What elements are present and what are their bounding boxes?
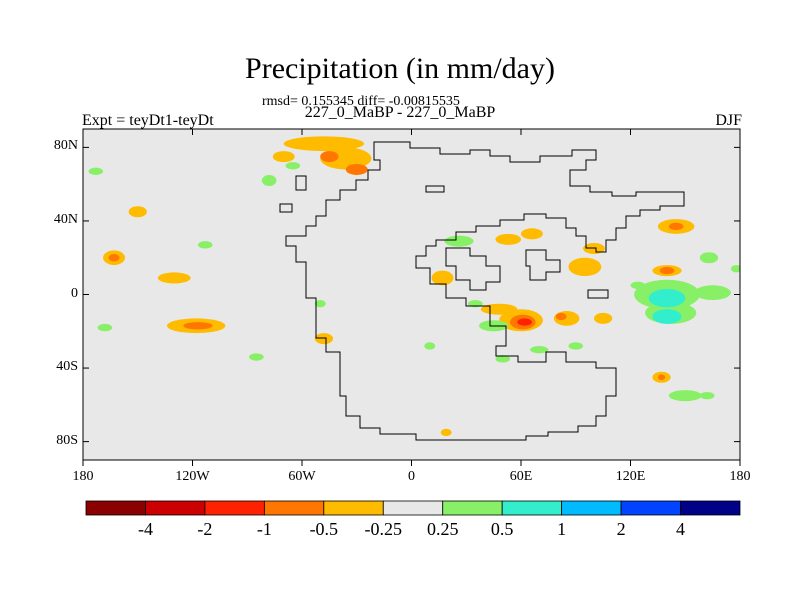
anomaly-region	[314, 333, 334, 345]
colorbar-label: -2	[197, 519, 213, 539]
coastlines	[279, 141, 685, 441]
anomaly-region	[495, 233, 521, 245]
x-tick-label: 180	[72, 469, 94, 484]
anomaly-region	[630, 281, 646, 289]
anomaly-region	[699, 252, 719, 264]
anomaly-region	[730, 265, 740, 273]
anomaly-region	[261, 174, 277, 187]
season-label: DJF	[715, 112, 742, 129]
anomaly-region	[530, 345, 549, 354]
anomaly-region	[97, 323, 113, 332]
anomaly-region	[517, 318, 532, 326]
anomaly-region	[440, 428, 452, 437]
anomaly-region	[699, 391, 715, 400]
anomaly-region	[249, 353, 264, 361]
x-axis-ticks	[82, 129, 741, 466]
colorbar-label: -0.25	[364, 519, 403, 539]
y-axis-ticks	[83, 146, 740, 443]
coastline-island-small	[279, 203, 293, 213]
colorbar-swatch	[382, 500, 444, 516]
coastline-inland-sea-2	[525, 249, 561, 281]
anomaly-region	[568, 257, 602, 277]
colorbar-label: -1	[256, 519, 272, 539]
anomaly-region	[128, 206, 147, 218]
subtitle-label: 227_0_MaBP - 227_0_MaBP	[304, 104, 496, 121]
coastline-northeast-fragment	[425, 185, 445, 193]
anomaly-region	[108, 254, 120, 262]
x-tick-label: 180	[729, 469, 751, 484]
anomaly-region	[320, 151, 339, 163]
y-tick-label: 40N	[53, 211, 78, 227]
colorbar-label: 4	[676, 519, 686, 539]
stats-label: rmsd= 0.155345 diff= -0.00815535	[262, 94, 460, 109]
coastline-small-island-east	[587, 289, 609, 299]
colorbar-swatch	[501, 500, 563, 516]
colorbar	[85, 500, 741, 516]
x-tick-label: 120E	[615, 469, 646, 484]
colorbar-label: 2	[616, 519, 626, 539]
x-tick-label: 0	[408, 469, 415, 484]
anomaly-region	[157, 272, 191, 284]
colorbar-swatch	[204, 500, 265, 516]
anomaly-region	[424, 342, 436, 350]
anomaly-region	[668, 390, 702, 402]
colorbar-swatch	[620, 500, 681, 516]
anomaly-region	[283, 136, 365, 152]
y-tick-label: 40S	[56, 359, 78, 375]
x-tick-label: 60W	[288, 469, 316, 484]
anomaly-region	[314, 300, 326, 308]
colorbar-label: 1	[557, 519, 567, 539]
colorbar-swatch	[561, 500, 622, 516]
x-tick-label: 60E	[509, 469, 533, 484]
anomaly-region	[555, 312, 567, 321]
anomaly-region	[444, 235, 474, 247]
anomaly-region	[657, 374, 666, 381]
colorbar-label: -0.5	[309, 519, 339, 539]
colorbar-swatch	[263, 500, 325, 516]
anomaly-region	[183, 322, 213, 330]
anomaly-region	[521, 228, 543, 240]
colorbar-swatch	[680, 500, 741, 516]
colorbar-swatch	[85, 500, 146, 516]
anomaly-region	[272, 151, 295, 163]
anomaly-region	[668, 222, 684, 231]
figure-title: Precipitation (in mm/day)	[245, 52, 555, 85]
coastline-inland-sea-1	[445, 247, 501, 291]
anomaly-region	[285, 162, 301, 170]
map-background	[83, 129, 740, 460]
anomaly-region	[694, 285, 731, 301]
colorbar-label: 0.5	[490, 519, 514, 539]
anomaly-region	[88, 167, 104, 175]
colorbar-swatch	[323, 500, 384, 516]
colorbar-swatch	[145, 500, 206, 516]
anomaly-region	[197, 241, 213, 249]
y-tick-label: 80S	[56, 432, 78, 448]
colorbar-label: -4	[137, 519, 153, 539]
anomaly-region	[345, 163, 368, 175]
anomaly-region	[648, 288, 686, 308]
anomaly-region	[583, 243, 605, 255]
y-tick-label: 0	[71, 285, 78, 301]
experiment-label: Expt = teyDt1-teyDt	[82, 112, 214, 129]
colorbar-swatch	[442, 500, 503, 516]
anomaly-region	[594, 312, 613, 324]
coastline-island-west	[295, 175, 307, 191]
anomaly-region	[659, 266, 675, 275]
anomaly-region	[495, 355, 511, 363]
anomaly-region	[652, 309, 682, 324]
anomaly-region	[431, 270, 454, 286]
y-tick-label: 80N	[53, 138, 78, 154]
coastline-north-continent	[285, 141, 685, 441]
anomaly-region	[568, 342, 584, 350]
colorbar-label: 0.25	[426, 519, 459, 539]
x-tick-label: 120W	[175, 469, 210, 484]
